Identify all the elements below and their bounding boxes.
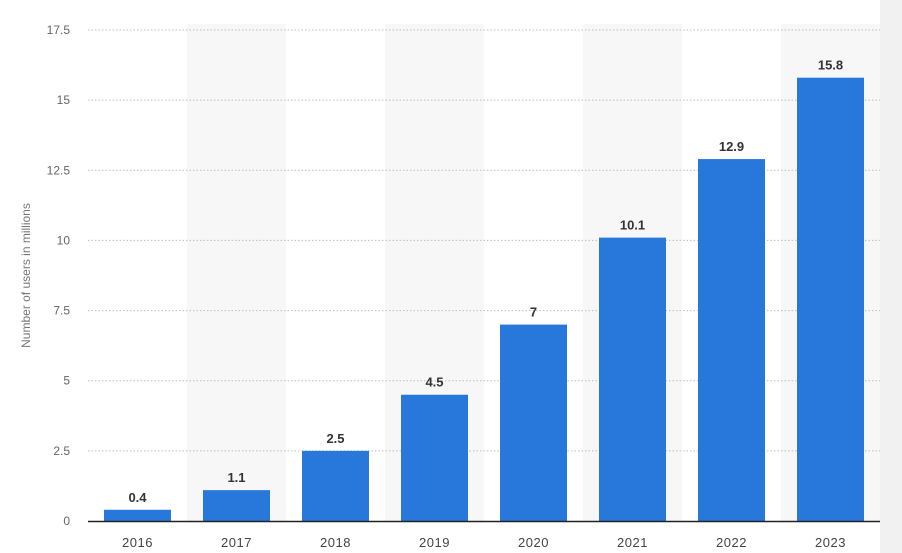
data-label: 15.8 [818, 58, 843, 73]
data-labels: 0.4 1.1 2.5 4.5 7 10.1 12.9 15.8 [128, 58, 843, 505]
y-tick-label: 10 [57, 233, 71, 247]
x-tick-label: 2018 [320, 535, 351, 550]
data-label: 10.1 [620, 218, 645, 233]
right-edge-strip [880, 0, 902, 553]
x-tick-label: 2019 [419, 535, 450, 550]
bar [500, 324, 567, 521]
bars [104, 77, 864, 521]
y-axis-label: Number of users in millions [19, 203, 33, 348]
data-label: 0.4 [128, 490, 147, 505]
bar [797, 77, 864, 521]
y-tick-label: 12.5 [47, 163, 71, 177]
bar [203, 490, 270, 521]
y-tick-label: 15 [57, 93, 71, 107]
x-tick-label: 2017 [221, 535, 252, 550]
data-label: 4.5 [425, 375, 443, 390]
data-label: 7 [530, 305, 537, 320]
y-tick-label: 0 [63, 514, 70, 528]
x-axis-ticks: 2016 2017 2018 2019 2020 2021 2022 2023 [122, 535, 846, 550]
data-label: 1.1 [227, 470, 245, 485]
y-axis-ticks: 0 2.5 5 7.5 10 12.5 15 17.5 [47, 23, 71, 528]
y-tick-label: 2.5 [53, 444, 70, 458]
data-label: 12.9 [719, 139, 744, 154]
x-tick-label: 2016 [122, 535, 153, 550]
bar [599, 237, 666, 521]
y-tick-label: 17.5 [47, 23, 71, 37]
data-label: 2.5 [326, 431, 344, 446]
bar [302, 450, 369, 521]
x-tick-label: 2020 [518, 535, 549, 550]
x-tick-label: 2022 [716, 535, 747, 550]
y-tick-label: 5 [63, 374, 70, 388]
gridlines [88, 29, 880, 452]
y-tick-label: 7.5 [53, 304, 70, 318]
x-tick-label: 2021 [617, 535, 648, 550]
x-tick-label: 2023 [815, 535, 846, 550]
background-band [187, 24, 286, 521]
bar [698, 159, 765, 521]
bar [401, 394, 468, 521]
bar [104, 509, 171, 521]
